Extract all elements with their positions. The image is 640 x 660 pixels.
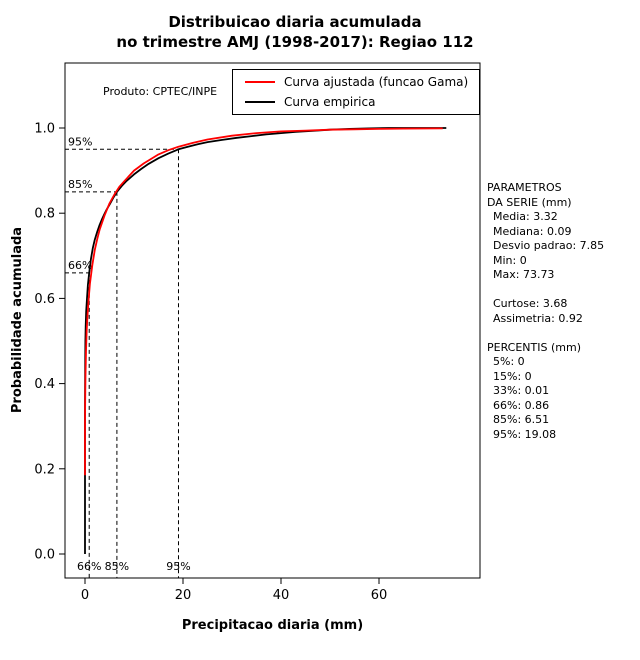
x-tick-label: 40 bbox=[273, 588, 290, 603]
legend-item-empirical: Curva empirica bbox=[245, 95, 479, 110]
stats-line: DA SERIE (mm) bbox=[487, 195, 572, 209]
stats-line: PARAMETROS bbox=[487, 181, 562, 194]
y-tick-label: 1.0 bbox=[34, 122, 55, 137]
x-axis-label: Precipitacao diaria (mm) bbox=[181, 618, 364, 633]
y-tick-label: 0.2 bbox=[34, 462, 55, 477]
stats-line: Curtose: 3.68 bbox=[493, 297, 568, 310]
stats-line: Desvio padrao: 7.85 bbox=[493, 239, 605, 252]
percentile-label-bottom: 95% bbox=[166, 560, 190, 573]
percentile-label-left: 85% bbox=[68, 178, 92, 191]
stats-line: 95%: 19.08 bbox=[493, 427, 557, 441]
stats-line: Mediana: 0.09 bbox=[493, 224, 572, 238]
stats-line: 85%: 6.51 bbox=[493, 413, 550, 426]
fitted-line-swatch bbox=[245, 81, 275, 83]
empirical-curve bbox=[84, 127, 447, 554]
stats-line: 66%: 0.86 bbox=[493, 398, 550, 412]
y-tick-label: 0.0 bbox=[34, 548, 55, 563]
legend: Curva ajustada (funcao Gama) Curva empir… bbox=[232, 69, 480, 115]
chart-title: Distribuicao diaria acumulada bbox=[168, 13, 422, 31]
stats-line-blank bbox=[487, 326, 604, 341]
stats-line: Min: 0 bbox=[493, 253, 527, 267]
y-tick-label: 0.8 bbox=[34, 207, 55, 222]
product-label: Produto: CPTEC/INPE bbox=[103, 85, 218, 98]
chart-subtitle: no trimestre AMJ (1998-2017): Regiao 112 bbox=[116, 33, 474, 51]
plot-frame bbox=[64, 62, 481, 579]
percentile-label-bottom: 85% bbox=[105, 560, 129, 573]
legend-label-fitted: Curva ajustada (funcao Gama) bbox=[284, 75, 469, 89]
empirical-line-swatch bbox=[245, 101, 275, 103]
stats-panel: PARAMETROS DA SERIE (mm) Media: 3.32 Med… bbox=[487, 181, 604, 442]
stats-line: Media: 3.32 bbox=[493, 210, 558, 223]
stats-line: Assimetria: 0.92 bbox=[493, 311, 583, 325]
y-tick-label: 0.6 bbox=[34, 292, 55, 307]
percentile-label-left: 66% bbox=[68, 259, 92, 272]
legend-item-fitted: Curva ajustada (funcao Gama) bbox=[245, 75, 479, 90]
x-tick-label: 20 bbox=[175, 588, 192, 603]
y-axis-label: Probabilidade acumulada bbox=[10, 226, 25, 414]
stats-line: 33%: 0.01 bbox=[493, 384, 550, 397]
stats-line: Max: 73.73 bbox=[493, 268, 555, 281]
stats-line: 15%: 0 bbox=[493, 369, 532, 383]
x-tick-label: 60 bbox=[371, 588, 388, 603]
percentile-label-bottom: 66% bbox=[77, 560, 101, 573]
stats-line: PERCENTIS (mm) bbox=[487, 340, 581, 354]
fitted-curve bbox=[84, 127, 443, 476]
x-tick-label: 0 bbox=[81, 588, 89, 603]
percentile-label-left: 95% bbox=[68, 135, 92, 148]
stats-line-blank bbox=[487, 283, 604, 298]
stats-line: 5%: 0 bbox=[493, 355, 525, 368]
legend-label-empirical: Curva empirica bbox=[284, 95, 376, 109]
y-tick-label: 0.4 bbox=[34, 377, 55, 392]
